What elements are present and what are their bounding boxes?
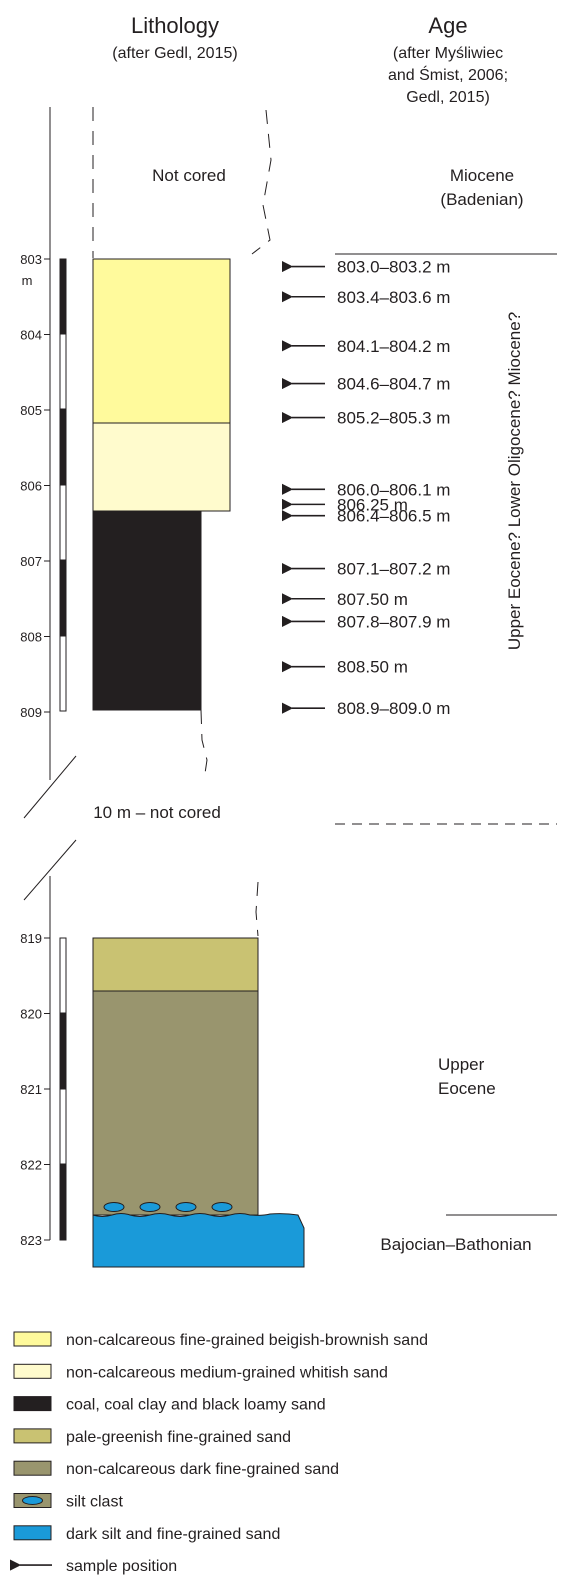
depth-tick-label: 823	[20, 1233, 42, 1248]
sample-label: 807.8–807.9 m	[337, 612, 450, 631]
sample-label: 804.6–804.7 m	[337, 375, 450, 394]
sample-label: 806.4–806.5 m	[337, 507, 450, 526]
below-core-dashed-edge	[200, 709, 208, 781]
legend-swatch	[13, 1331, 52, 1347]
core-bar-segment	[59, 1012, 67, 1090]
upper-depth-ticks: 803 804 805 806 807 808 809	[20, 252, 50, 720]
sample-label: 808.9–809.0 m	[337, 699, 450, 718]
layer-whitish-sand	[92, 422, 231, 512]
depth-tick-label: 819	[20, 931, 42, 946]
depth-tick-label: 807	[20, 554, 42, 569]
sample-label: 807.1–807.2 m	[337, 560, 450, 579]
lithology-subtitle: (after Gedl, 2015)	[112, 45, 237, 62]
silt-clast	[211, 1202, 233, 1212]
legend-swatch	[13, 1396, 52, 1412]
depth-tick-label: 821	[20, 1082, 42, 1097]
depth-tick-label: 804	[20, 328, 42, 343]
silt-clast	[103, 1202, 125, 1212]
lithology-title: Lithology	[131, 13, 219, 38]
sample-label: 803.4–803.6 m	[337, 288, 450, 307]
upper-eocene-label-line-1: Upper	[438, 1055, 485, 1074]
core-bar-segment	[59, 635, 67, 712]
silt-clast	[139, 1202, 161, 1212]
sample-label: 806.25 m	[337, 495, 408, 514]
age-subtitle-line-3: Gedl, 2015)	[406, 89, 490, 106]
legend: non-calcareous fine-grained beigish-brow…	[9, 1331, 428, 1575]
layer-dark-silt-and-sand	[92, 1213, 305, 1268]
silt-clasts	[103, 1202, 233, 1212]
miocene-label-line-1: Miocene	[450, 166, 514, 185]
layer-dark-fine-grained-sand	[92, 990, 259, 1216]
legend-label: silt clast	[66, 1494, 123, 1511]
vertical-age-label: Upper Eocene? Lower Oligocene? Miocene?	[505, 312, 524, 650]
core-bar-segment	[59, 408, 67, 486]
legend-label: sample position	[66, 1558, 177, 1575]
core-bar-segment	[59, 333, 67, 410]
miocene-label-line-2: (Badenian)	[440, 190, 523, 209]
gap-section: 10 m – not cored	[23, 755, 557, 901]
header: Lithology (after Gedl, 2015) Age (after …	[112, 13, 508, 106]
lower-section: 819 820 821 822 823 Upper Eocene Bajocian–Ba…	[20, 876, 557, 1268]
legend-label: dark silt and fine-grained sand	[66, 1526, 280, 1543]
core-bar-segment	[59, 258, 67, 335]
legend-label: non-calcareous fine-grained beigish-brow…	[66, 1332, 428, 1349]
core-bar-segment	[59, 1088, 67, 1165]
break-mark-upper	[23, 755, 77, 819]
depth-tick-label: 805	[20, 403, 42, 418]
sample-label: 808.50 m	[337, 658, 408, 677]
sample-label: 806.0–806.1 m	[337, 480, 450, 499]
layer-coal-and-black-loamy-sand	[92, 510, 202, 711]
silt-clast	[175, 1202, 197, 1212]
depth-tick-label: 820	[20, 1007, 42, 1022]
legend-label: non-calcareous medium-grained whitish sa…	[66, 1364, 388, 1381]
legend-swatch	[13, 1525, 52, 1541]
sample-label: 807.50 m	[337, 590, 408, 609]
break-mark-lower	[23, 839, 77, 901]
upper-eocene-label-line-2: Eocene	[438, 1079, 496, 1098]
age-subtitle-line-1: (after Myśliwiec	[393, 45, 503, 62]
depth-tick-label: 803	[20, 252, 42, 267]
not-cored-label: Not cored	[152, 166, 226, 185]
legend-swatch	[13, 1460, 52, 1476]
legend-silt-clast	[22, 1496, 43, 1505]
depth-tick-label: 822	[20, 1158, 42, 1173]
lower-depth-ticks: 819 820 821 822 823	[20, 931, 50, 1248]
legend-label: non-calcareous dark fine-grained sand	[66, 1461, 339, 1478]
core-bar-segment	[59, 484, 67, 561]
layer-beigish-brownish-sand	[92, 258, 231, 424]
legend-swatch	[13, 1363, 52, 1379]
legend-swatch	[13, 1428, 52, 1444]
sample-label: 804.1–804.2 m	[337, 337, 450, 356]
upper-core-bar	[59, 258, 67, 712]
above-core-dashed-edge	[255, 881, 259, 937]
core-bar-segment	[59, 937, 67, 1014]
upper-section: 803 804 805 806 807 808 809 m Not cored Miocen…	[20, 107, 557, 781]
depth-tick-label: 809	[20, 705, 42, 720]
sample-label: 803.0–803.2 m	[337, 258, 450, 277]
depth-tick-label: 806	[20, 479, 42, 494]
not-cored-right-edge	[251, 109, 272, 255]
age-title: Age	[428, 13, 467, 38]
legend-label: coal, coal clay and black loamy sand	[66, 1397, 326, 1414]
depth-unit-label: m	[22, 273, 33, 288]
gap-label: 10 m – not cored	[93, 803, 221, 822]
core-bar-segment	[59, 1163, 67, 1241]
sample-label: 805.2–805.3 m	[337, 409, 450, 428]
depth-tick-label: 808	[20, 630, 42, 645]
layer-pale-greenish-sand	[92, 937, 259, 992]
lower-core-bar	[59, 937, 67, 1241]
core-bar-segment	[59, 559, 67, 637]
legend-label: pale-greenish fine-grained sand	[66, 1429, 291, 1446]
bajocian-bathonian-label: Bajocian–Bathonian	[380, 1235, 531, 1254]
age-subtitle-line-2: and Śmist, 2006;	[388, 65, 508, 84]
sample-positions: 803.0–803.2 m 803.4–803.6 m 804.1–804.2 m 8…	[281, 258, 450, 718]
